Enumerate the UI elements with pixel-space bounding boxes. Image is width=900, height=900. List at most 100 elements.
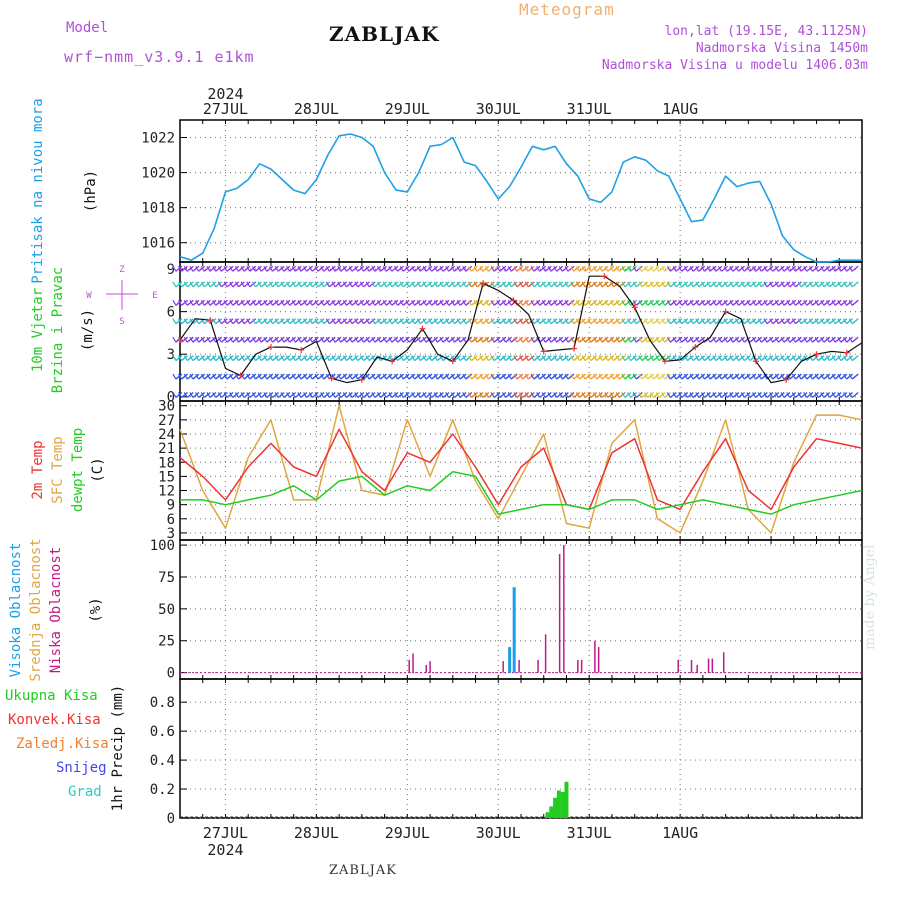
clouds-tick-label: 100: [150, 538, 175, 554]
low-cloud-bar: [597, 647, 600, 673]
precip-bar: [549, 806, 554, 818]
wind-tick-label: 3: [167, 347, 175, 363]
wind-ylabel: 10m Vjetar: [30, 288, 46, 372]
temperature-tick-label: 21: [158, 441, 175, 457]
bottom-day-label: 30JUL: [476, 824, 521, 842]
top-day-label: 1AUG: [662, 100, 698, 118]
precip-legend-label: Konvek.Kisa: [8, 712, 101, 728]
bottom-day-label: 31JUL: [567, 824, 612, 842]
mid-cloud-ylabel: Srednja Oblacnost: [28, 538, 44, 681]
temperature-tick-label: 12: [158, 484, 175, 500]
precip-panel-frame: [179, 678, 863, 819]
low-cloud-ylabel: Niska Oblacnost: [48, 547, 64, 673]
precip-bar: [560, 791, 565, 818]
low-cloud-bar: [577, 659, 579, 673]
low-cloud-bar: [502, 661, 504, 673]
top-year-label: 2024: [207, 85, 243, 103]
clouds-tick-label: 75: [158, 570, 175, 586]
precip-bar: [556, 790, 561, 818]
precip-bar: [545, 812, 550, 818]
clouds-tick-label: 50: [158, 602, 175, 618]
precip-tick-label: 0: [167, 811, 175, 827]
wind-gust-marker: [813, 351, 820, 358]
wind-gust-marker: [207, 317, 214, 324]
precip-unit-label: 1hr Precip (mm): [110, 685, 126, 811]
wind-gust-marker: [237, 372, 244, 379]
wind-gust-marker: [661, 358, 668, 365]
wind-gust-marker: [692, 344, 699, 351]
bottom-day-label: 28JUL: [294, 824, 339, 842]
wind-gust-marker: [571, 345, 578, 352]
precip-tick-label: 0.8: [150, 695, 175, 711]
wind-ylabel-2: Brzina i Pravac: [50, 267, 66, 393]
temperature-tick-label: 9: [167, 498, 175, 514]
high-cloud-bar: [508, 647, 512, 673]
pressure-panel-frame: [179, 119, 863, 263]
high-cloud-bar: [512, 587, 516, 673]
pressure-ylabel: Pritisak na nivou mora: [30, 98, 46, 283]
wind-gust-marker: [298, 346, 305, 353]
precip-tick-label: 0.2: [150, 782, 175, 798]
bottom-day-label: 1AUG: [662, 824, 698, 842]
pressure-tick-label: 1018: [141, 201, 175, 217]
temp2m-line: [179, 428, 863, 511]
clouds-tick-label: 25: [158, 634, 175, 650]
clouds-panel-frame: [179, 539, 863, 680]
wind-tick-label: 9: [167, 262, 175, 278]
low-cloud-bar: [580, 659, 583, 673]
precip-legend-label: Ukupna Kisa: [5, 688, 98, 704]
low-cloud-bar: [690, 659, 693, 673]
low-cloud-bar: [537, 659, 539, 673]
temperature-tick-label: 6: [167, 512, 175, 528]
wind-gust-marker: [389, 358, 396, 365]
low-cloud-bar: [711, 658, 714, 673]
coords-label: lon,lat (19.15E, 43.1125N): [664, 24, 869, 39]
wind-gust-marker: [177, 337, 183, 344]
dewpt-line: [180, 470, 863, 515]
wind-gust-marker: [328, 375, 335, 382]
top-day-label: 27JUL: [203, 100, 248, 118]
sfc-temp-line: [179, 404, 863, 534]
wind-tick-label: 6: [167, 305, 175, 321]
wind-gust-marker: [631, 304, 638, 311]
pressure-line: [179, 133, 862, 263]
pressure-tick-label: 1022: [141, 131, 175, 147]
precip-bar: [564, 781, 569, 818]
temp2m-ylabel: 2m Temp: [30, 440, 46, 499]
cloud-unit-label: (%): [88, 597, 104, 622]
sfc-ylabel: SFC Temp: [50, 436, 66, 503]
wind-gust-marker: [540, 348, 547, 355]
compass-cross-icon: [106, 280, 138, 310]
low-cloud-bar: [429, 661, 431, 673]
precip-tick-label: 0.4: [150, 753, 175, 769]
low-cloud-bar: [722, 652, 725, 673]
wind-gust-marker: [783, 376, 790, 383]
wind-gust-marker: [510, 297, 517, 304]
bottom-day-label: 27JUL: [203, 824, 248, 842]
wind-gust-marker: [480, 280, 487, 287]
dewpt-ylabel: dewpt Temp: [70, 428, 86, 512]
compass-s-label: S: [119, 317, 124, 327]
temperature-tick-label: 24: [158, 427, 175, 443]
temperature-tick-label: 15: [158, 469, 175, 485]
temperature-tick-label: 18: [158, 455, 175, 471]
model-altitude-label: Nadmorska Visina u modelu 1406.03m: [601, 58, 868, 73]
wind-gust-marker: [722, 308, 729, 315]
precip-legend-label: Zaledj.Kisa: [16, 736, 109, 752]
wind-gust-marker: [419, 325, 426, 332]
compass-e-label: E: [152, 291, 157, 301]
wind-tick-label: 0: [167, 390, 175, 406]
low-cloud-bar: [696, 664, 698, 673]
precip-legend-label: Grad: [68, 784, 102, 800]
compass-n-label: Z: [119, 265, 125, 275]
wind-gust-marker: [752, 358, 759, 365]
low-cloud-bar: [563, 545, 565, 673]
precip-bar: [553, 797, 558, 818]
wind-barb-field: [172, 265, 859, 399]
station-title: ZABLJAK: [329, 22, 440, 46]
wind-speed-line: [179, 275, 863, 384]
bottom-year-label: 2024: [207, 841, 243, 859]
top-day-label: 31JUL: [567, 100, 612, 118]
precip-legend-label: Snijeg: [56, 760, 107, 776]
